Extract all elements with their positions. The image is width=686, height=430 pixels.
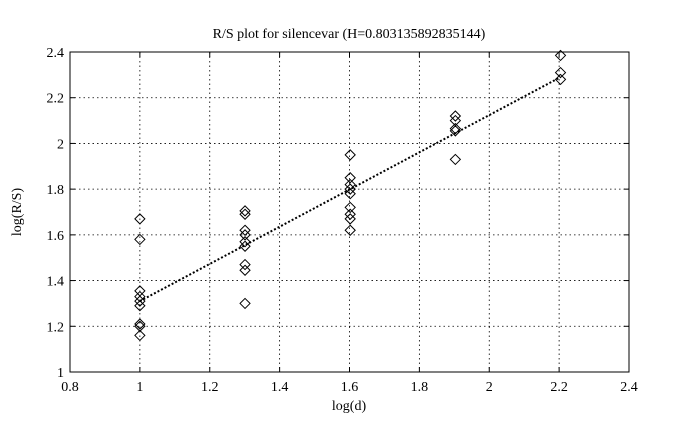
x-tick-label: 2 (486, 380, 493, 395)
x-tick-label: 1.8 (411, 380, 429, 395)
y-tick-label: 1.4 (47, 275, 65, 290)
data-point-diamond (239, 229, 251, 241)
data-point-diamond (554, 66, 567, 79)
data-point-diamond (554, 49, 567, 62)
x-tick-label: 2.2 (550, 380, 568, 395)
y-tick-label: 2.4 (47, 46, 65, 61)
fit-line (139, 76, 561, 303)
y-tick-label: 1 (57, 366, 64, 381)
data-point-diamond (344, 201, 356, 214)
data-point-diamond (239, 205, 251, 217)
fit-line-group (139, 76, 561, 303)
y-tick-label: 1.6 (47, 229, 65, 244)
data-point-diamond (344, 149, 356, 161)
y-tick-label: 2 (57, 137, 64, 152)
data-point-diamond (554, 73, 567, 86)
data-point-diamond (344, 213, 356, 225)
data-point-diamond (449, 122, 462, 135)
x-tick-label: 1.4 (271, 380, 289, 395)
data-point-diamond (449, 125, 462, 137)
data-point-diamond (239, 258, 251, 271)
data-point-diamond (134, 320, 146, 332)
data-point-diamond (344, 178, 356, 191)
y-axis-label: log(R/S) (10, 188, 25, 237)
data-point-diamond (239, 208, 251, 220)
x-axis-label: log(d) (332, 399, 367, 414)
data-point-diamond (134, 329, 146, 342)
y-tick-label: 1.8 (47, 183, 65, 198)
data-point-diamond (239, 297, 251, 310)
data-point-diamond (344, 183, 356, 195)
data-point-diamond (134, 300, 146, 312)
data-point-diamond (344, 172, 356, 184)
data-point-diamond (239, 240, 251, 252)
x-tick-label: 0.8 (61, 380, 79, 395)
data-point-diamond (344, 188, 356, 200)
y-axis-ticks: 1 1.2 1.4 1.6 1.8 2 2.2 2.4 (47, 46, 629, 381)
data-point-diamond (239, 264, 251, 276)
data-point-diamond (134, 213, 146, 225)
x-tick-label: 1.6 (341, 380, 359, 395)
data-point-diamond (344, 224, 356, 236)
data-points (134, 49, 567, 342)
data-point-diamond (134, 290, 146, 303)
data-point-diamond (134, 318, 146, 330)
plot-frame (69, 51, 630, 373)
data-point-diamond (239, 236, 251, 248)
data-point-diamond (344, 208, 356, 220)
x-tick-label: 1.2 (201, 380, 219, 395)
data-point-diamond (239, 224, 251, 236)
data-point-diamond (134, 233, 146, 246)
x-tick-label: 2.4 (620, 380, 638, 395)
x-axis-ticks: 0.8 1 1.2 1.4 1.6 1.8 2 2.2 2.4 (61, 52, 638, 395)
data-point-diamond (449, 153, 462, 166)
data-point-diamond (134, 295, 146, 307)
y-tick-label: 2.2 (47, 92, 65, 107)
chart-title: R/S plot for silencevar (H=0.80313589283… (213, 27, 486, 42)
x-tick-label: 1 (136, 380, 143, 395)
data-point-diamond (449, 110, 462, 122)
y-tick-label: 1.2 (47, 320, 65, 335)
